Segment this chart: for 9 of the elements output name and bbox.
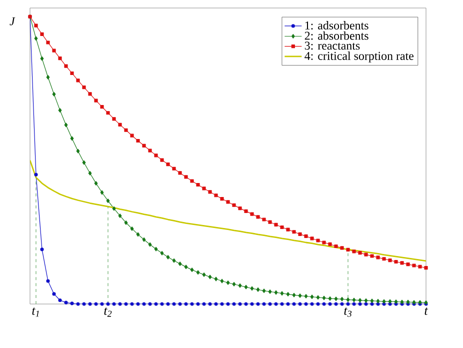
legend-label: 1: adsorbents <box>305 21 368 30</box>
y-axis-title: J <box>10 17 16 26</box>
legend-label: 4: critical sorption rate <box>304 52 414 62</box>
legend-label: 3: reactants <box>304 42 360 50</box>
x-tick-label: t$_{1}$ <box>32 308 39 317</box>
x-tick-label: t <box>424 308 428 315</box>
x-tick-label: t$_{3}$ <box>344 308 352 317</box>
legend-label: 2: absorbents <box>304 31 368 40</box>
x-tick-label: t$_{2}$ <box>104 308 112 317</box>
